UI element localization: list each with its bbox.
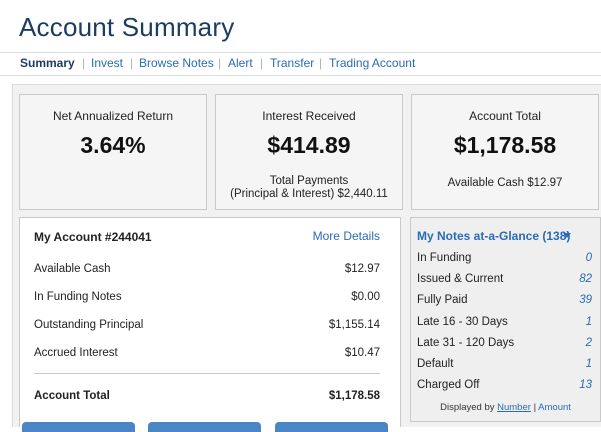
- account-divider: [34, 373, 380, 374]
- available-cash-summary: Available Cash $12.97: [447, 177, 563, 189]
- glance-row: Charged Off 13: [417, 379, 592, 395]
- nav-summary[interactable]: Summary: [20, 56, 75, 70]
- glance-row-value[interactable]: 82: [579, 273, 592, 285]
- nav-alert[interactable]: Alert: [228, 56, 253, 70]
- bottom-action-button[interactable]: [148, 422, 261, 432]
- net-annualized-return-box: Net Annualized Return 3.64%: [19, 94, 207, 210]
- account-row-label: Outstanding Principal: [34, 319, 144, 331]
- glance-row: Late 31 - 120 Days 2: [417, 337, 592, 353]
- bottom-action-button[interactable]: [22, 422, 135, 432]
- interest-received-box: Interest Received $414.89 Total Payments…: [215, 94, 403, 210]
- interest-title: Interest Received: [262, 109, 356, 123]
- account-row-label: Accrued Interest: [34, 347, 118, 359]
- glance-row-value[interactable]: 1: [585, 316, 592, 328]
- glance-title[interactable]: My Notes at-a-Glance (138): [417, 229, 571, 243]
- glance-row-value[interactable]: 1: [585, 358, 592, 370]
- glance-row: Default 1: [417, 358, 592, 374]
- account-total-amount: $1,178.58: [328, 390, 380, 402]
- display-by-number-link[interactable]: Number: [497, 402, 531, 413]
- total-payments-label: Total Payments: [269, 175, 349, 187]
- bottom-action-button[interactable]: [275, 422, 388, 432]
- account-row-label: In Funding Notes: [34, 291, 122, 303]
- notes-at-a-glance-panel: My Notes at-a-Glance (138) In Funding 0 …: [410, 217, 601, 422]
- glance-row-label: Late 31 - 120 Days: [417, 337, 515, 349]
- top-nav: Summary | Invest | Browse Notes | Alert …: [0, 52, 601, 76]
- glance-row: Issued & Current 82: [417, 273, 592, 289]
- account-row-label: Available Cash: [34, 263, 111, 275]
- account-row: Accrued Interest $10.47: [34, 347, 380, 363]
- glance-row: In Funding 0: [417, 252, 592, 268]
- nav-browse-notes[interactable]: Browse Notes: [139, 56, 214, 70]
- account-row-value: $1,155.14: [328, 319, 380, 331]
- account-total-value: $1,178.58: [453, 132, 557, 158]
- page-title: Account Summary: [19, 12, 235, 42]
- net-return-value: 3.64%: [80, 132, 146, 158]
- account-row-value: $0.00: [351, 291, 380, 303]
- total-payments-value: (Principal & Interest) $2,440.11: [230, 188, 388, 200]
- account-total-label: Account Total: [34, 390, 110, 402]
- account-row: Outstanding Principal $1,155.14: [34, 319, 380, 335]
- nav-trading-account[interactable]: Trading Account: [329, 56, 416, 70]
- glance-row-value[interactable]: 39: [579, 294, 592, 306]
- display-by-amount-link[interactable]: Amount: [538, 402, 571, 413]
- account-total-title: Account Total: [469, 109, 541, 123]
- interest-value: $414.89: [267, 132, 351, 158]
- glance-row-value[interactable]: 13: [579, 379, 592, 391]
- account-title: My Account #244041: [34, 230, 152, 244]
- more-details-link[interactable]: More Details: [312, 229, 380, 243]
- glance-row-label: Fully Paid: [417, 294, 468, 306]
- account-row: Available Cash $12.97: [34, 263, 380, 279]
- account-total-box: Account Total $1,178.58 Available Cash $…: [411, 94, 599, 210]
- glance-row-label: Issued & Current: [417, 273, 504, 285]
- glance-row-label: Charged Off: [417, 379, 480, 391]
- glance-row-value[interactable]: 2: [585, 337, 592, 349]
- nav-separator: |: [218, 56, 222, 70]
- account-total-row: Account Total $1,178.58: [34, 390, 380, 406]
- glance-row: Fully Paid 39: [417, 294, 592, 310]
- nav-separator: |: [82, 56, 86, 70]
- account-row-value: $12.97: [344, 263, 380, 275]
- nav-invest[interactable]: Invest: [91, 56, 124, 70]
- net-return-title: Net Annualized Return: [52, 109, 174, 123]
- nav-separator: |: [319, 56, 323, 70]
- displayed-by-label: Displayed by: [440, 402, 495, 413]
- nav-separator: |: [130, 56, 134, 70]
- displayed-by-separator: |: [533, 402, 537, 413]
- account-row-value: $10.47: [344, 347, 380, 359]
- chevron-down-icon[interactable]: [563, 233, 571, 238]
- glance-row-label: Late 16 - 30 Days: [417, 316, 508, 328]
- glance-row-label: Default: [417, 358, 454, 370]
- nav-separator: |: [260, 56, 264, 70]
- displayed-by: Displayed by Number | Amount: [411, 402, 600, 413]
- glance-row: Late 16 - 30 Days 1: [417, 316, 592, 332]
- my-account-panel: My Account #244041 More Details Availabl…: [19, 217, 401, 427]
- glance-row-value[interactable]: 0: [585, 252, 592, 264]
- glance-row-label: In Funding: [417, 252, 472, 264]
- account-row: In Funding Notes $0.00: [34, 291, 380, 307]
- nav-transfer[interactable]: Transfer: [270, 56, 315, 70]
